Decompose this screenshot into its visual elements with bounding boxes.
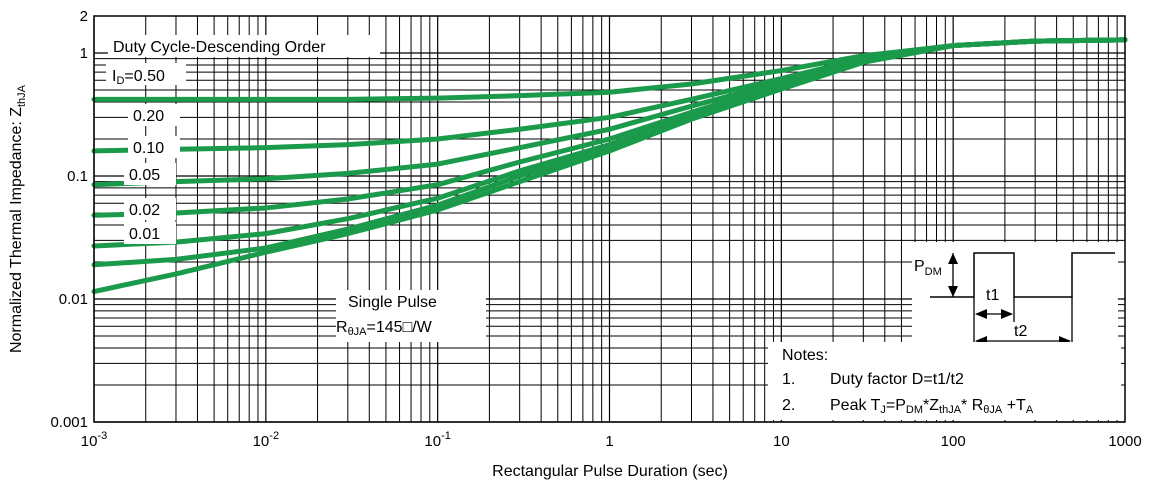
x-tick-labels: 10-3 10-2 10-1 1 10 100 1000 [81,430,1142,450]
y-tick-label: 0.01 [59,291,88,308]
note-2-number: 2. [782,397,795,414]
x-axis-title: Rectangular Pulse Duration (sec) [492,463,728,480]
t1-label: t1 [986,287,999,304]
t2-label: t2 [1014,323,1027,340]
y-tick-label: 0.1 [67,168,88,185]
y-tick-label: 2 [80,8,88,25]
legend-label-bg-010 [128,136,180,158]
note-1-number: 1. [782,371,795,388]
legend-title: Duty Cycle-Descending Order [113,39,326,56]
t1-arrowhead-left [975,309,987,319]
y-tick-label: 1 [80,45,88,62]
legend: Duty Cycle-Descending Order ID=0.50 0.20… [106,35,380,244]
pdm-arrowhead-top [948,253,958,264]
note-2-text: Peak TJ=PDM*ZthJA* RθJA +TA [830,397,1034,416]
x-tick-label: 10-2 [253,430,279,450]
legend-label-001: 0.01 [129,226,160,243]
y-tick-label: 0.001 [50,414,88,431]
x-tick-label: 10-3 [81,430,107,450]
note-1-text: Duty factor D=t1/t2 [830,371,964,388]
legend-label-002: 0.02 [129,202,160,219]
plot-frame [93,15,1126,423]
legend-label-020: 0.20 [133,108,164,125]
legend-label-bg-002 [124,198,176,220]
pdm-arrowhead-bottom [948,286,958,297]
y-tick-labels: 0.001 0.01 0.1 1 2 [50,8,88,431]
x-tick-label: 1 [605,433,613,450]
single-pulse-label: Single Pulse [348,294,437,311]
notes-box: Notes: 1. Duty factor D=t1/t2 2. Peak TJ… [768,342,1121,420]
series-line-6 [91,37,1128,295]
waveform-bg [912,242,1118,342]
notes-bg [768,342,1121,420]
rtheta-label: RθJA=145□/W [336,319,433,338]
series-group [91,37,1128,295]
legend-label-050: ID=0.50 [112,68,165,87]
waveform-trace [930,252,1115,298]
legend-label-005: 0.05 [129,167,160,184]
legend-title-bg [108,35,380,57]
legend-label-bg-020 [128,104,180,126]
x-tick-label: 10 [773,433,790,450]
single-pulse-annotation: Single Pulse RθJA=145□/W [336,290,486,342]
y-axis-title: Normalized Thermal Impedance: ZthJA [8,84,28,353]
notes-title: Notes: [782,347,828,364]
single-pulse-bg [336,290,486,342]
waveform-inset: PDM t1 t2 [912,242,1118,346]
legend-label-bg-050 [106,63,186,85]
legend-label-bg-005 [124,163,176,185]
t1-arrowhead-right [1001,309,1013,319]
x-tick-label: 100 [941,433,966,450]
pdm-label: PDM [914,258,942,278]
legend-label-010: 0.10 [133,140,164,157]
legend-label-bg-001 [124,222,176,244]
x-tick-label: 10-1 [424,430,450,450]
x-tick-label: 1000 [1108,433,1141,450]
